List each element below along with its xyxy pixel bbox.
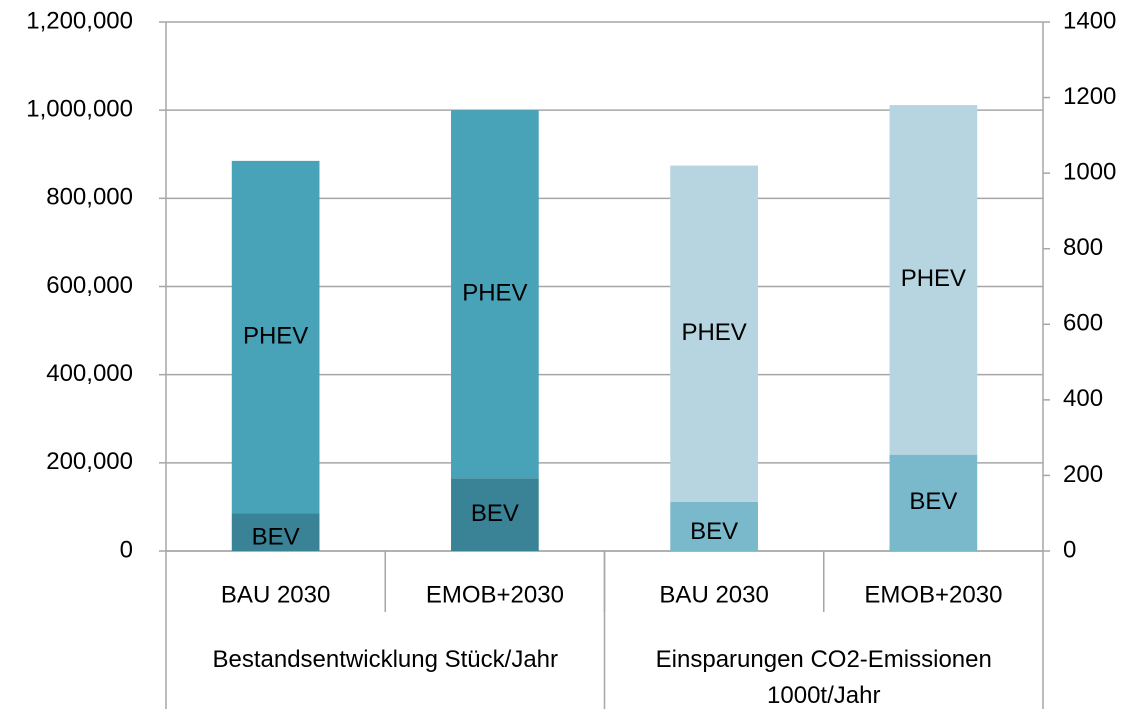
x-tick-label: EMOB+2030 <box>426 581 564 608</box>
bar-segment <box>889 105 978 455</box>
x-tick-label: BAU 2030 <box>659 581 768 608</box>
bar-segment <box>889 454 978 551</box>
group-label: Einsparungen CO2-Emissionen 1000t/Jahr <box>655 646 992 709</box>
group-label: Bestandsentwicklung Stück/Jahr <box>212 646 558 673</box>
y-tick-label: 800,000 <box>46 184 133 211</box>
y-tick-label: 200,000 <box>46 448 133 475</box>
y-tick-label: 1,000,000 <box>26 96 133 123</box>
y2-tick-label: 200 <box>1063 461 1103 488</box>
y-tick-label: 600,000 <box>46 272 133 299</box>
x-tick-label: EMOB+2030 <box>864 581 1002 608</box>
y2-tick-label: 1400 <box>1063 7 1116 34</box>
y2-tick-label: 1000 <box>1063 158 1116 185</box>
y-tick-label: 400,000 <box>46 360 133 387</box>
bar-label: PHEV <box>243 323 308 350</box>
y2-tick-label: 1200 <box>1063 83 1116 110</box>
bar-segment <box>670 165 758 502</box>
bar-label: BEV <box>690 518 738 545</box>
bar-label: PHEV <box>462 280 527 307</box>
bar-label: PHEV <box>901 265 966 292</box>
y2-tick-label: 0 <box>1063 536 1076 563</box>
bar-label: PHEV <box>681 319 746 346</box>
bar-segment <box>231 513 320 551</box>
bar-segment <box>451 478 539 551</box>
bar-label: BEV <box>252 524 300 551</box>
bar-label: BEV <box>909 488 957 515</box>
y-tick-label: 0 <box>120 536 133 563</box>
y2-tick-label: 400 <box>1063 385 1103 412</box>
bar-segment <box>451 110 539 479</box>
y2-tick-label: 800 <box>1063 234 1103 261</box>
bar-label: BEV <box>471 500 519 527</box>
x-tick-label: BAU 2030 <box>221 581 330 608</box>
y2-tick-label: 600 <box>1063 310 1103 337</box>
bar-segment <box>231 160 320 514</box>
bar-segment <box>670 501 758 551</box>
y-tick-label: 1,200,000 <box>26 7 133 34</box>
